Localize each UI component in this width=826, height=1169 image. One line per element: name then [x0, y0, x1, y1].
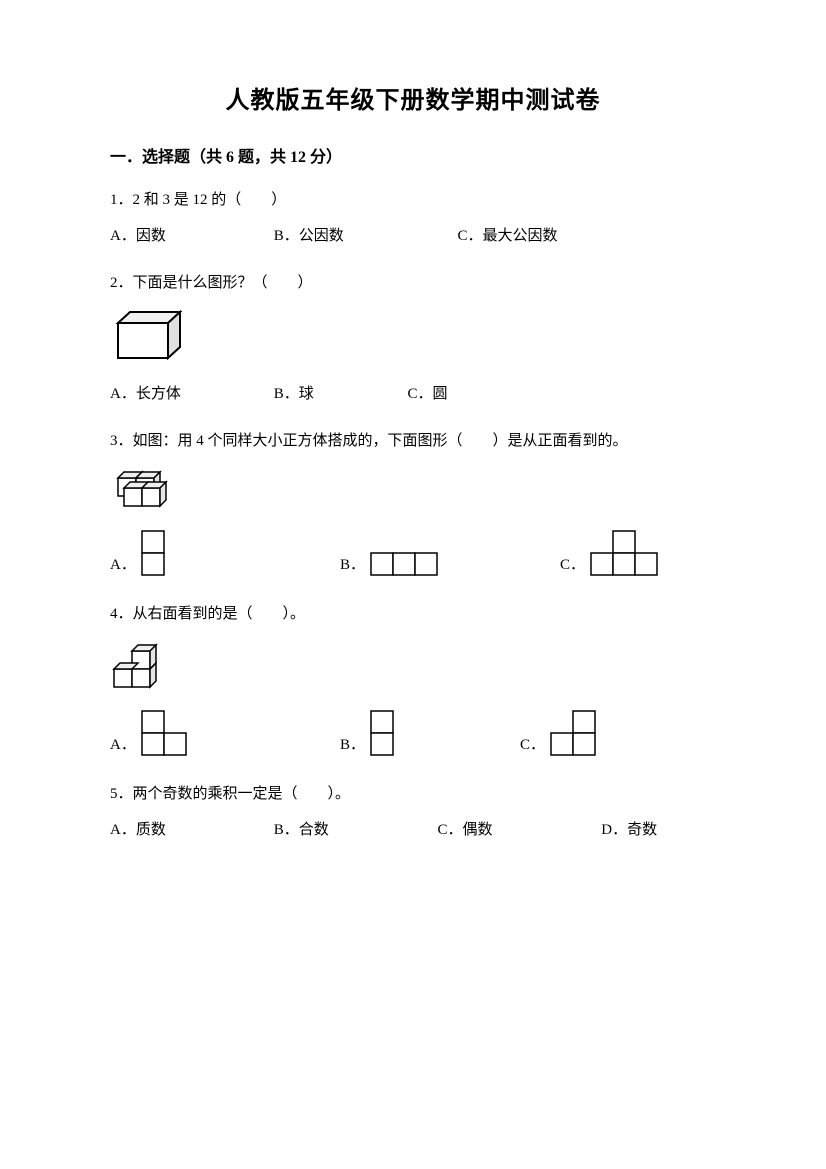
q4-a-label: A． [110, 738, 136, 757]
q2-figure [110, 308, 716, 363]
exam-page: 人教版五年级下册数学期中测试卷 一．选择题（共 6 题，共 12 分） 1．2 … [0, 0, 826, 1169]
q4-shape-a-icon [140, 709, 188, 757]
q3-figure [110, 466, 716, 511]
q2-text: 2．下面是什么图形？（ ） [110, 268, 716, 298]
q1-opt-b: B．公因数 [274, 223, 454, 250]
q4-c-label: C． [520, 738, 545, 757]
q5-opt-c: C．偶数 [438, 817, 598, 844]
q2-options: A．长方体 B．球 C．圆 [110, 381, 716, 408]
q1-options: A．因数 B．公因数 C．最大公因数 [110, 223, 716, 250]
q5-opt-d: D．奇数 [601, 817, 657, 844]
four-cubes-icon [110, 466, 185, 511]
q4-opt-a: A． [110, 709, 340, 757]
q5-opt-b: B．合数 [274, 817, 434, 844]
q1-opt-a: A．因数 [110, 223, 270, 250]
q1-opt-c: C．最大公因数 [458, 223, 558, 250]
page-title: 人教版五年级下册数学期中测试卷 [110, 80, 716, 115]
q3-a-label: A． [110, 558, 136, 577]
q4-options: A． B． C． [110, 709, 716, 757]
q4-opt-c: C． [520, 709, 597, 757]
q3-opt-c: C． [560, 529, 659, 577]
q4-shape-c-icon [549, 709, 597, 757]
q3-opt-b: B． [340, 551, 560, 577]
q3-options: A． B． C． [110, 529, 716, 577]
q5-text: 5．两个奇数的乘积一定是（ ）。 [110, 779, 716, 809]
q4-figure [110, 639, 716, 691]
q3-c-label: C． [560, 558, 585, 577]
q4-shape-b-icon [369, 709, 395, 757]
q5-options: A．质数 B．合数 C．偶数 D．奇数 [110, 817, 716, 844]
section-1-header: 一．选择题（共 6 题，共 12 分） [110, 143, 716, 167]
q2-opt-a: A．长方体 [110, 381, 270, 408]
q2-opt-b: B．球 [274, 381, 404, 408]
three-cubes-icon [110, 639, 185, 691]
q3-shape-b-icon [369, 551, 439, 577]
q3-shape-c-icon [589, 529, 659, 577]
q4-b-label: B． [340, 738, 365, 757]
q5-opt-a: A．质数 [110, 817, 270, 844]
q1-text: 1．2 和 3 是 12 的（ ） [110, 185, 716, 215]
q2-opt-c: C．圆 [408, 381, 448, 408]
q3-shape-a-icon [140, 529, 166, 577]
q4-opt-b: B． [340, 709, 520, 757]
cuboid-icon [110, 308, 190, 363]
q3-text: 3．如图：用 4 个同样大小正方体搭成的，下面图形（ ）是从正面看到的。 [110, 426, 716, 456]
q3-opt-a: A． [110, 529, 340, 577]
q3-b-label: B． [340, 558, 365, 577]
q4-text: 4．从右面看到的是（ ）。 [110, 599, 716, 629]
